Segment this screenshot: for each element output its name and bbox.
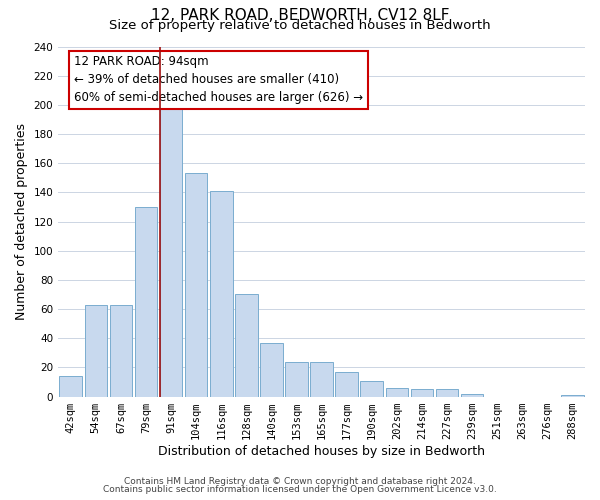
Bar — [210, 191, 233, 396]
Bar — [436, 390, 458, 396]
Bar — [59, 376, 82, 396]
Bar — [85, 304, 107, 396]
Bar — [461, 394, 484, 396]
Bar — [185, 174, 208, 396]
Text: Contains HM Land Registry data © Crown copyright and database right 2024.: Contains HM Land Registry data © Crown c… — [124, 477, 476, 486]
Bar — [235, 294, 257, 396]
Bar — [335, 372, 358, 396]
Bar — [386, 388, 408, 396]
Bar — [410, 390, 433, 396]
Text: 12 PARK ROAD: 94sqm
← 39% of detached houses are smaller (410)
60% of semi-detac: 12 PARK ROAD: 94sqm ← 39% of detached ho… — [74, 56, 363, 104]
Bar — [361, 380, 383, 396]
Text: Size of property relative to detached houses in Bedworth: Size of property relative to detached ho… — [109, 19, 491, 32]
Text: Contains public sector information licensed under the Open Government Licence v3: Contains public sector information licen… — [103, 485, 497, 494]
Bar — [310, 362, 333, 396]
Bar — [285, 362, 308, 396]
Bar — [160, 105, 182, 397]
Text: 12, PARK ROAD, BEDWORTH, CV12 8LF: 12, PARK ROAD, BEDWORTH, CV12 8LF — [151, 8, 449, 22]
Y-axis label: Number of detached properties: Number of detached properties — [15, 123, 28, 320]
Bar — [561, 395, 584, 396]
Bar — [110, 304, 132, 396]
Bar — [260, 342, 283, 396]
Bar — [134, 207, 157, 396]
X-axis label: Distribution of detached houses by size in Bedworth: Distribution of detached houses by size … — [158, 444, 485, 458]
